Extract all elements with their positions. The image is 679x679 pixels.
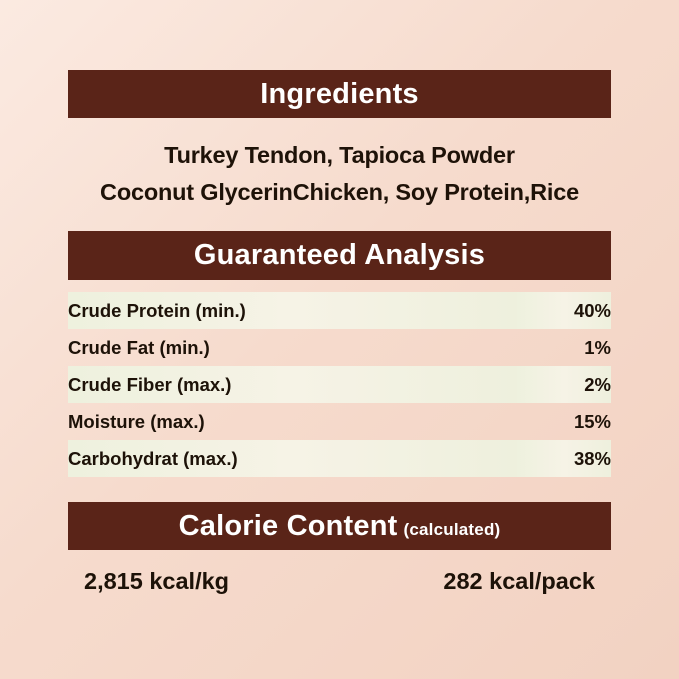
calorie-per-kg: 2,815 kcal/kg (84, 568, 230, 594)
nutrient-name: Crude Protein (min.) (68, 292, 518, 329)
nutrient-value: 38% (517, 440, 611, 477)
nutrient-value: 40% (517, 292, 611, 329)
calorie-content-heading-note: (calculated) (403, 520, 501, 539)
ingredients-line-2: Coconut GlycerinChicken, Soy Protein,Ric… (100, 179, 579, 205)
ingredients-heading-banner: Ingredients (68, 70, 611, 118)
nutrient-value: 1% (584, 336, 611, 358)
guaranteed-analysis-heading-text: Guaranteed Analysis (193, 239, 486, 271)
nutrient-name: Crude Fiber (max.) (68, 366, 518, 403)
table-row: Moisture (max.) 15% (68, 403, 611, 440)
ingredients-line-1: Turkey Tendon, Tapioca Powder (164, 142, 515, 168)
guaranteed-analysis-heading-banner: Guaranteed Analysis (68, 231, 611, 280)
table-row: Crude Fat (min.) 1% (68, 329, 611, 366)
nutrient-value: 2% (517, 366, 611, 403)
nutrient-name: Carbohydrat (max.) (68, 440, 518, 477)
table-row: Carbohydrat (max.) 38% (68, 440, 611, 477)
nutrient-name: Crude Fat (min.) (68, 336, 210, 358)
nutrient-name: Moisture (max.) (68, 410, 205, 432)
table-row: Crude Fiber (max.) 2% (68, 366, 611, 403)
nutrient-value: 15% (573, 410, 611, 432)
ingredients-heading-text: Ingredients (260, 78, 419, 110)
calorie-values-row: 2,815 kcal/kg 282 kcal/pack (68, 568, 611, 595)
calorie-per-pack: 282 kcal/pack (443, 568, 595, 594)
guaranteed-analysis-table: Crude Protein (min.) 40% Crude Fat (min.… (68, 292, 611, 477)
table-row: Crude Protein (min.) 40% (68, 292, 611, 329)
calorie-content-heading-banner: Calorie Content (calculated) (68, 502, 611, 550)
calorie-content-heading-text: Calorie Content (178, 510, 398, 542)
ingredients-body: Turkey Tendon, Tapioca Powder Coconut Gl… (68, 137, 611, 211)
